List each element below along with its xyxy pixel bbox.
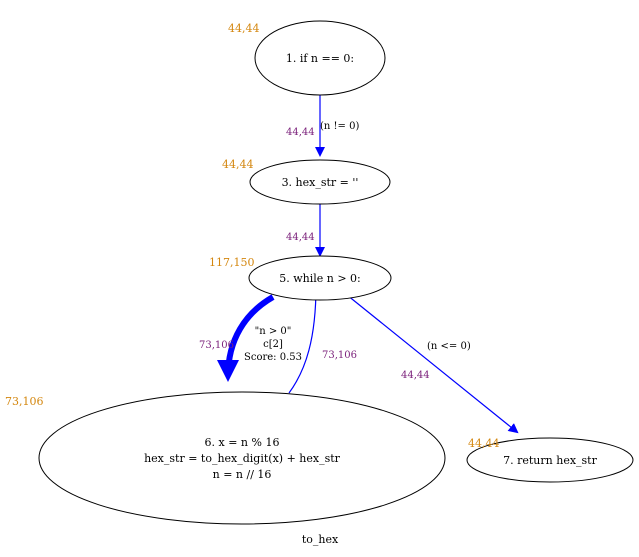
edge-5-6-label-line1: "n > 0" xyxy=(255,326,292,337)
edge-3-5-count: 44,44 xyxy=(286,232,315,243)
node-3-label: 3. hex_str = '' xyxy=(282,176,359,189)
edge-5-6-count: 73,106 xyxy=(199,340,234,351)
node-7-count: 44,44 xyxy=(468,437,500,450)
node-3-count: 44,44 xyxy=(222,158,254,171)
node-1-label: 1. if n == 0: xyxy=(286,52,354,65)
edge-3-to-5: 44,44 xyxy=(286,204,325,257)
edge-5-to-6: 73,106 "n > 0" c[2] Score: 0.53 xyxy=(199,294,302,382)
edge-5-7-label: (n <= 0) xyxy=(427,341,471,352)
node-6-line3: n = n // 16 xyxy=(213,468,272,481)
diagram-caption: to_hex xyxy=(302,533,339,546)
node-6-line1: 6. x = n % 16 xyxy=(205,436,280,449)
edge-1-3-label: (n != 0) xyxy=(320,121,359,132)
node-5-label: 5. while n > 0: xyxy=(279,272,361,285)
edge-5-6-label-line2: c[2] xyxy=(263,339,283,350)
node-6-line2: hex_str = to_hex_digit(x) + hex_str xyxy=(144,452,341,465)
node-3: 3. hex_str = '' 44,44 xyxy=(222,158,391,205)
edge-6-5-count: 73,106 xyxy=(322,350,357,361)
node-5-count: 117,150 xyxy=(209,256,255,269)
edge-6-to-5: 73,106 xyxy=(288,284,357,394)
node-7: 7. return hex_str 44,44 xyxy=(466,437,634,483)
node-1-count: 44,44 xyxy=(228,22,260,35)
node-5: 5. while n > 0: 117,150 xyxy=(209,255,392,301)
node-6-count: 73,106 xyxy=(5,395,44,408)
edge-5-6-label-line3: Score: 0.53 xyxy=(244,352,302,363)
node-1: 1. if n == 0: 44,44 xyxy=(228,20,386,96)
edge-5-to-7: (n <= 0) 44,44 xyxy=(346,294,519,434)
node-7-label: 7. return hex_str xyxy=(503,454,597,467)
edge-1-to-3: (n != 0) 44,44 xyxy=(286,95,359,157)
edge-5-7-count: 44,44 xyxy=(401,370,430,381)
edge-1-3-count: 44,44 xyxy=(286,127,315,138)
node-6: 6. x = n % 16 hex_str = to_hex_digit(x) … xyxy=(5,391,446,525)
